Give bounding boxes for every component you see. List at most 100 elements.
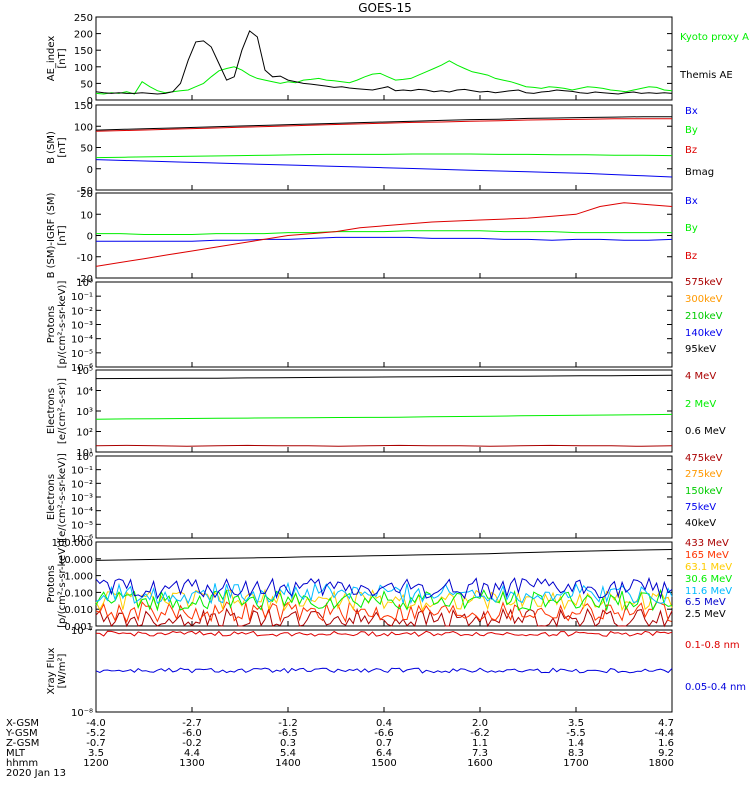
series-line: [95, 588, 673, 612]
y-tick-label: 150: [74, 101, 93, 112]
legend-label: 4 MeV: [685, 371, 716, 382]
x-axis-value: 1300: [179, 758, 204, 769]
series-line: [95, 30, 673, 95]
x-axis-value: -6.2: [470, 728, 490, 739]
y-axis-label: [e/(cm²-s-sr-keV)]: [57, 453, 68, 541]
legend-label: By: [685, 223, 698, 234]
legend-label: 2.5 MeV: [685, 609, 726, 620]
legend-label: 30.6 MeV: [685, 574, 732, 585]
legend-label: 433 MeV: [685, 538, 729, 549]
x-axis-value: -4.0: [86, 718, 106, 729]
legend-label: Bmag: [685, 167, 714, 178]
panel-frame: [95, 369, 673, 453]
x-axis-value: 1.1: [472, 738, 488, 749]
y-axis-label: AE_index: [46, 36, 57, 82]
panel-electrons-low: 10⁻⁶ 10⁻⁵ 10⁻⁴ 10⁻³ 10⁻² 10⁻¹ 10⁰ Electrons [e/(…: [46, 452, 723, 545]
x-axis-value: 2.0: [472, 718, 488, 729]
x-axis-value: -6.6: [374, 728, 394, 739]
x-axis-value: -5.2: [86, 728, 106, 739]
y-axis-label: [nT]: [57, 225, 68, 245]
y-tick-label: 0: [87, 96, 93, 107]
y-tick-label: 10⁻⁴: [71, 335, 93, 346]
panel-b-sm: -50 0 50 100 150 B (SM) [nT] Bx By Bz Bmag: [46, 101, 714, 197]
legend-label: 63.1 MeV: [685, 562, 732, 573]
y-tick-label: 0: [87, 232, 93, 243]
y-axis-label: Protons: [46, 565, 57, 602]
x-axis-value: -4.4: [654, 728, 674, 739]
legend-label: By: [685, 125, 698, 136]
x-axis-value: 1600: [467, 758, 492, 769]
legend-label: Themis AE: [679, 70, 733, 81]
panel-frame: [95, 541, 673, 627]
y-axis-label: [e/(cm²-s-sr)]: [57, 378, 68, 444]
x-axis-ephemeris: X-GSMY-GSMZ-GSMMLThhmm-4.0-5.2-0.73.5120…: [5, 718, 674, 769]
y-tick-label: 10³: [76, 407, 93, 418]
legend-label: 300keV: [685, 294, 723, 305]
x-axis-value: 1800: [649, 758, 674, 769]
legend-label: Bx: [685, 196, 698, 207]
y-axis-label: [p/(cm²-s-sr-keV)]: [57, 281, 68, 369]
plot-date: 2020 Jan 13: [6, 768, 66, 779]
y-tick-label: 100.000: [52, 538, 93, 549]
series-line: [95, 118, 672, 132]
series-line: [95, 630, 673, 637]
x-axis-value: 1500: [371, 758, 396, 769]
x-axis-value: 4.7: [658, 718, 674, 729]
x-axis-value: -5.5: [566, 728, 586, 739]
y-tick-label: 10⁻⁶: [71, 363, 93, 374]
y-axis-label: [nT]: [57, 48, 68, 68]
y-tick-label: 0.001: [64, 622, 93, 633]
y-tick-label: -20: [77, 274, 93, 285]
x-axis-value: 0.7: [376, 738, 392, 749]
legend-label: 210keV: [685, 311, 723, 322]
y-axis-label: Electrons: [46, 388, 57, 434]
y-tick-label: 10⁻⁵: [71, 349, 93, 360]
panel-electrons-high: 10¹ 10² 10³ 10⁴ 10⁵ Electrons [e/(cm²-s-sr)] 4 …: [46, 366, 726, 459]
y-tick-label: 10⁻²: [71, 306, 93, 317]
series-line: [95, 202, 673, 267]
series-line: [95, 444, 673, 447]
x-axis-value: 1200: [83, 758, 108, 769]
y-tick-label: 0: [87, 165, 93, 176]
y-tick-label: 250: [74, 13, 93, 24]
y-tick-label: 10⁰: [76, 452, 93, 463]
legend-label: Bx: [685, 106, 698, 117]
y-tick-label: 10²: [76, 428, 93, 439]
x-axis-value: 1.4: [568, 738, 584, 749]
y-axis-label: B (SM)-IGRF (SM): [46, 193, 57, 279]
y-tick-label: 20: [80, 189, 93, 200]
x-axis-value: -6.0: [182, 728, 202, 739]
y-tick-label: 200: [74, 30, 93, 41]
legend-label: 0.1-0.8 nm: [685, 640, 740, 651]
legend-label: 575keV: [685, 277, 723, 288]
y-tick-label: 100: [74, 63, 93, 74]
legend-label: 165 MeV: [685, 550, 729, 561]
legend-label: 6.5 MeV: [685, 597, 726, 608]
x-axis-row-label: Z-GSM: [6, 738, 39, 749]
y-tick-label: 10.000: [58, 555, 93, 566]
y-tick-label: 10⁵: [76, 366, 93, 377]
legend-label: 275keV: [685, 469, 723, 480]
series-line: [95, 667, 673, 674]
x-axis-value: 1700: [563, 758, 588, 769]
legend-label: Bz: [685, 251, 697, 262]
y-axis-label: [p/(cm²-s-sr-keV)]: [57, 540, 68, 628]
y-tick-label: 10⁻¹: [71, 292, 93, 303]
y-axis-label: [nT]: [57, 137, 68, 157]
series-line: [96, 230, 672, 235]
x-axis-row-label: X-GSM: [6, 718, 39, 729]
legend-label: 75keV: [685, 502, 716, 513]
y-tick-label: 10⁻⁸: [71, 708, 93, 719]
x-axis-value: -2.7: [182, 718, 202, 729]
y-axis-label: Xray Flux: [46, 647, 57, 694]
y-tick-label: 0.010: [64, 605, 93, 616]
x-axis-value: 7.3: [472, 748, 488, 759]
y-tick-label: -10: [77, 253, 93, 264]
series-line: [95, 413, 673, 420]
y-axis-label: B (SM): [46, 131, 57, 164]
panel-xray: 10⁻⁸ 10⁻⁷ Xray Flux [W/m²] 0.1-0.8 nm 0.05-0.…: [46, 626, 746, 719]
y-tick-label: 10⁻⁶: [71, 534, 93, 545]
y-axis-label: [W/m²]: [57, 653, 68, 688]
legend-label: 40keV: [685, 518, 716, 529]
